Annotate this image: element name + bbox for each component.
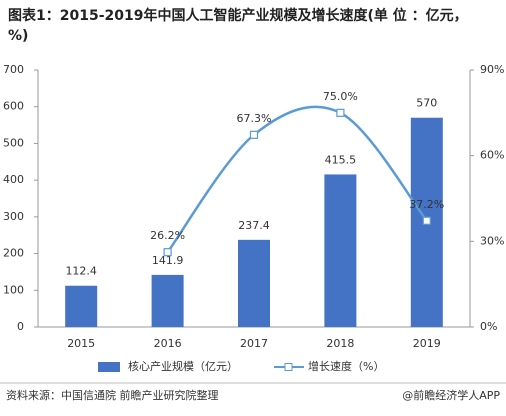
y-tick-label: 400 — [3, 173, 24, 186]
y2-tick-label: 0% — [480, 320, 497, 333]
brand: @前瞻经济学人APP — [402, 388, 500, 402]
bar — [151, 274, 184, 327]
chart-title: 图表1：2015-2019年中国人工智能产业规模及增长速度(单 位 ：亿元，%) — [8, 8, 468, 44]
line-label: 37.2% — [409, 198, 444, 211]
y-tick-label: 600 — [3, 100, 24, 113]
line-label: 67.3% — [237, 112, 272, 125]
bar-label: 112.4 — [65, 265, 97, 278]
line-marker — [336, 108, 345, 117]
bar — [65, 285, 98, 327]
line-marker — [163, 248, 172, 257]
bar-label: 237.4 — [238, 219, 270, 232]
line-marker — [249, 130, 259, 139]
x-tick-label: 2016 — [154, 337, 182, 350]
line-label: 75.0% — [323, 90, 358, 103]
y2-tick-label: 30% — [480, 234, 504, 247]
line-marker — [422, 216, 431, 225]
bar-label: 415.5 — [325, 153, 357, 166]
legend-label: 增长速度（%） — [308, 359, 384, 373]
x-tick-label: 2017 — [240, 337, 268, 350]
bar — [238, 239, 270, 327]
y2-tick-label: 90% — [480, 63, 504, 76]
y-tick-label: 500 — [3, 136, 24, 149]
line — [166, 105, 428, 253]
y-tick-label: 200 — [3, 247, 24, 260]
y2-tick-label: 60% — [480, 149, 504, 162]
y-tick-label: 700 — [3, 63, 24, 76]
legend-swatch — [98, 362, 120, 372]
bar — [324, 174, 357, 327]
legend-label: 核心产业规模（亿元） — [128, 359, 238, 373]
x-tick-label: 2018 — [326, 337, 354, 350]
y-tick-label: 300 — [3, 210, 24, 223]
y-tick-label: 0 — [17, 320, 24, 333]
y-tick-label: 100 — [3, 283, 24, 296]
bar-label: 141.9 — [152, 254, 184, 267]
line-label: 26.2% — [150, 229, 185, 242]
source: 资料来源：中国信通院 前瞻产业研究院整理 — [6, 388, 219, 402]
legend-swatch — [284, 363, 293, 371]
x-tick-label: 2015 — [67, 337, 95, 350]
bar-label: 570 — [416, 97, 437, 110]
x-tick-label: 2019 — [413, 337, 441, 350]
